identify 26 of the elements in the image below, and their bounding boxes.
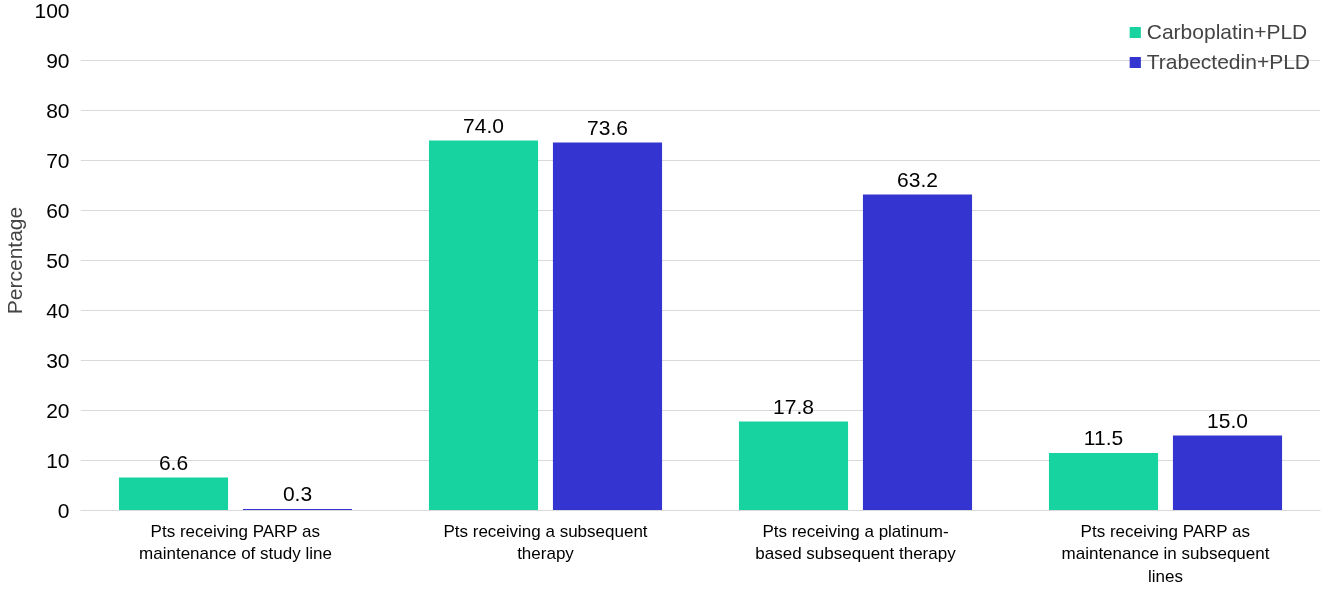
y-tick-label: 60 bbox=[46, 198, 70, 222]
legend-label: Carboplatin+PLD bbox=[1146, 20, 1308, 44]
data-label: 63.2 bbox=[897, 167, 938, 191]
x-tick-label: Pts receiving a subsequent therapy bbox=[443, 521, 648, 564]
y-tick-label: 30 bbox=[46, 348, 70, 372]
x-tick-label: Pts receiving a platinum-based subsequent therapy bbox=[755, 521, 957, 564]
x-tick-label: Pts receiving PARP as maintenance of study line bbox=[139, 521, 332, 564]
y-tick-label: 70 bbox=[46, 148, 70, 172]
data-label: 6.6 bbox=[158, 450, 189, 474]
data-label: 11.5 bbox=[1083, 426, 1124, 449]
y-tick-label: 50 bbox=[46, 248, 70, 272]
y-tick-label: 10 bbox=[46, 448, 70, 472]
y-tick-label: 100 bbox=[34, 0, 70, 22]
y-axis-title: Percentage bbox=[3, 206, 27, 315]
legend-label: Trabectedin+PLD bbox=[1146, 50, 1310, 74]
y-tick-label: 80 bbox=[46, 98, 70, 122]
data-label: 0.3 bbox=[282, 482, 313, 505]
data-label: 73.6 bbox=[587, 115, 628, 139]
y-tick-label: 20 bbox=[46, 398, 70, 422]
x-tick-label: Pts receiving PARP as maintenance in subsequent lines bbox=[1061, 521, 1270, 587]
y-tick-label: 0 bbox=[57, 498, 70, 522]
data-label: 15.0 bbox=[1207, 408, 1248, 432]
data-label: 74.0 bbox=[463, 113, 504, 137]
y-tick-label: 90 bbox=[46, 48, 70, 72]
data-label: 17.8 bbox=[773, 394, 814, 418]
y-tick-label: 40 bbox=[46, 298, 70, 322]
